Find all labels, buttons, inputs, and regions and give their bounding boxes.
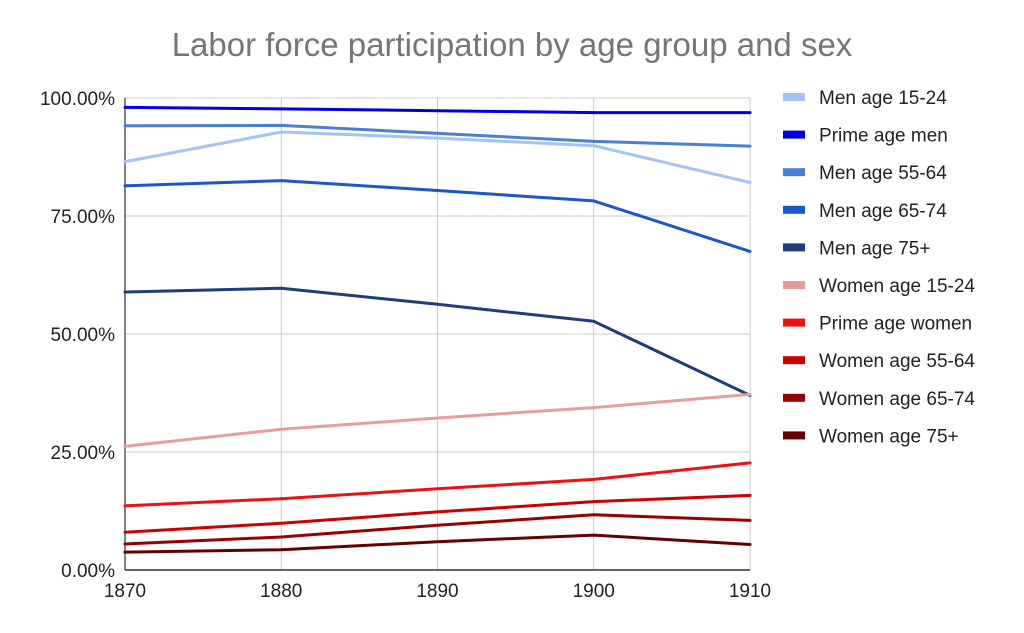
y-tick-label: 0.00% bbox=[61, 561, 115, 582]
series-line-prime-age-women bbox=[123, 461, 752, 508]
legend-label: Prime age men bbox=[819, 126, 948, 147]
legend-label: Men age 65-74 bbox=[819, 201, 947, 222]
y-tick-label: 50.00% bbox=[51, 325, 116, 346]
series-line-men-age-55-64 bbox=[123, 123, 752, 148]
legend-swatch bbox=[783, 168, 805, 177]
legend-swatch bbox=[783, 281, 805, 289]
x-tick-label: 1890 bbox=[416, 581, 458, 602]
legend-swatch bbox=[783, 393, 805, 402]
legend-swatch bbox=[783, 318, 805, 327]
y-tick-label: 75.00% bbox=[51, 207, 116, 228]
legend-label: Prime age women bbox=[819, 314, 972, 335]
legend-swatch bbox=[783, 356, 805, 365]
x-tick-label: 1870 bbox=[104, 581, 146, 602]
legend-swatch bbox=[783, 130, 805, 139]
series-line-women-age-55-64 bbox=[123, 493, 752, 534]
series-line-prime-age-men bbox=[123, 105, 752, 115]
legend-label: Men age 55-64 bbox=[819, 163, 947, 184]
y-tick-label: 25.00% bbox=[51, 443, 116, 464]
x-tick-label: 1910 bbox=[729, 581, 771, 602]
series-line-men-age-65-74 bbox=[123, 179, 752, 253]
legend-swatch bbox=[783, 93, 805, 101]
legend-swatch bbox=[783, 243, 805, 252]
series-line-women-age-75 bbox=[123, 533, 752, 554]
series-line-women-age-65-74 bbox=[123, 513, 752, 546]
legend-label: Women age 55-64 bbox=[819, 351, 975, 372]
x-tick-label: 1900 bbox=[573, 581, 615, 602]
legend-label: Women age 65-74 bbox=[819, 389, 975, 410]
legend-label: Women age 15-24 bbox=[819, 276, 975, 297]
series-line-women-age-15-24 bbox=[123, 392, 752, 448]
legend-label: Men age 75+ bbox=[819, 238, 930, 259]
x-tick-label: 1880 bbox=[260, 581, 302, 602]
chart-title: Labor force participation by age group a… bbox=[171, 26, 853, 63]
legend-label: Men age 15-24 bbox=[819, 88, 947, 109]
legend-swatch bbox=[783, 205, 805, 214]
legend-label: Women age 75+ bbox=[819, 426, 959, 447]
series-line-men-age-15-24 bbox=[123, 130, 752, 184]
y-tick-label: 100.00% bbox=[40, 89, 115, 110]
legend-swatch bbox=[783, 431, 805, 440]
series-line-men-age-75 bbox=[123, 286, 752, 397]
